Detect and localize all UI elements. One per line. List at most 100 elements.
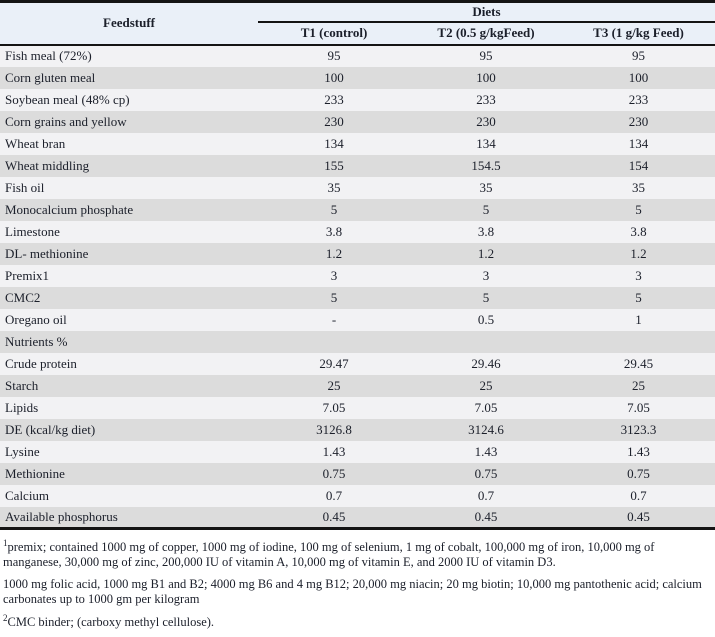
t1-value-cell: 3.8 (325, 223, 343, 239)
t2-value-cell: 1.2 (477, 245, 495, 261)
t3-value-cell: 29.45 (623, 355, 654, 371)
table-row: Monocalcium phosphate 5 5 5 (0, 198, 715, 221)
t1-value-cell: - (331, 311, 337, 327)
t3-value-cell (562, 331, 715, 353)
table-row: Methionine 0.75 0.75 0.75 (0, 462, 715, 485)
table-row: DE (kcal/kg diet) 3126.8 3124.6 3123.3 (0, 418, 715, 441)
diets-group-header: Diets (258, 1, 715, 23)
t2-value-cell: 5 (482, 201, 490, 217)
t2-value-cell: 154.5 (471, 157, 501, 173)
t3-value-cell: 0.7 (630, 487, 647, 503)
feedstuff-cell: Fish oil (5, 179, 45, 195)
table-row: Oregano oil - 0.5 1 (0, 308, 715, 331)
feedstuff-cell: Available phosphorus (5, 508, 118, 524)
t1-value-cell: 100 (324, 69, 344, 85)
t1-value-cell: 0.7 (325, 487, 343, 503)
diet-column-header-t3: T3 (1 g/kg Feed) (562, 21, 715, 46)
feedstuff-cell: Monocalcium phosphate (5, 201, 134, 217)
table-row: Starch 25 25 25 (0, 374, 715, 397)
table-body: Fish meal (72%) 95 95 95 Corn gluten mea… (0, 44, 715, 529)
table-row: Wheat bran 134 134 134 (0, 132, 715, 155)
table-row: Available phosphorus 0.45 0.45 0.45 (0, 506, 715, 529)
feedstuff-cell: Lysine (5, 443, 40, 459)
table-row: DL- methionine 1.2 1.2 1.2 (0, 242, 715, 265)
table-row: CMC2 5 5 5 (0, 286, 715, 309)
feedstuff-cell: Wheat middling (5, 157, 90, 173)
t1-value-cell: 5 (330, 201, 338, 217)
footnote-superscript: 1 (3, 537, 8, 548)
t1-value-cell: 95 (327, 48, 341, 63)
table-row: Crude protein 29.47 29.46 29.45 (0, 352, 715, 375)
table-row: Corn grains and yellow 230 230 230 (0, 110, 715, 133)
t2-value-cell: 3.8 (477, 223, 495, 239)
t3-value-cell: 1.43 (627, 443, 650, 459)
feedstuff-cell: CMC2 (5, 289, 41, 305)
footnotes: 1premix; contained 1000 mg of copper, 10… (0, 530, 715, 629)
t2-value-cell: 0.5 (477, 311, 495, 327)
feedstuff-cell: Soybean meal (48% cp) (5, 91, 130, 107)
t2-value-cell: 29.46 (471, 355, 501, 371)
footnote-text: 1000 mg folic acid, 1000 mg B1 and B2; 4… (3, 577, 702, 606)
t3-value-cell: 5 (635, 201, 642, 217)
t1-value-cell: 0.75 (322, 465, 346, 481)
t1-value-cell: 230 (324, 113, 344, 129)
diet-composition-table: Feedstuff Diets T1 (control) T2 (0.5 g/k… (0, 0, 715, 530)
footnote-text: CMC binder; (carboxy methyl cellulose). (7, 614, 215, 629)
feedstuff-cell: Calcium (5, 487, 50, 503)
t1-value-cell: 3 (330, 267, 338, 283)
t1-value-cell: 155 (324, 157, 344, 173)
table-row: Lysine 1.43 1.43 1.43 (0, 440, 715, 463)
feedstuff-cell: Crude protein (5, 355, 77, 371)
t2-value-cell: 0.7 (477, 487, 495, 503)
feedstuff-column-header: Feedstuff (0, 1, 258, 46)
feedstuff-cell: Oregano oil (5, 311, 67, 327)
t2-value-cell: 25 (479, 377, 493, 393)
feedstuff-cell: DE (kcal/kg diet) (5, 421, 96, 437)
t1-value-cell: 1.2 (325, 245, 343, 261)
feedstuff-cell: DL- methionine (5, 245, 89, 261)
t3-value-cell: 7.05 (627, 399, 650, 415)
t3-value-cell: 100 (628, 69, 649, 85)
t2-value-cell: 3 (482, 267, 490, 283)
t2-value-cell: 95 (479, 48, 493, 63)
t1-value-cell: 35 (327, 179, 341, 195)
t2-value-cell: 0.75 (474, 465, 498, 481)
t3-value-cell: 5 (635, 289, 642, 305)
t3-value-cell: 134 (628, 135, 649, 151)
t2-value-cell: 7.05 (474, 399, 498, 415)
table-row: Fish meal (72%) 95 95 95 (0, 44, 715, 67)
table-row: Fish oil 35 35 35 (0, 176, 715, 199)
table-row: Lipids 7.05 7.05 7.05 (0, 396, 715, 419)
t2-value-cell: 35 (479, 179, 493, 195)
t1-value-cell: 0.45 (322, 508, 346, 524)
t1-value-cell: 1.43 (322, 443, 346, 459)
t1-value-cell: 3126.8 (316, 421, 352, 437)
t3-value-cell: 154 (628, 157, 649, 173)
footnote-superscript: 2 (3, 612, 8, 623)
feedstuff-cell: Wheat bran (5, 135, 66, 151)
t3-value-cell: 230 (628, 113, 649, 129)
t1-value-cell: 5 (330, 289, 338, 305)
t2-value-cell: 100 (476, 69, 496, 85)
t2-value-cell: 134 (476, 135, 496, 151)
table-header: Feedstuff Diets T1 (control) T2 (0.5 g/k… (0, 1, 715, 46)
table-row: Corn gluten meal 100 100 100 (0, 66, 715, 89)
footnote-premix: 1premix; contained 1000 mg of copper, 10… (3, 537, 712, 569)
t3-value-cell: 3123.3 (620, 421, 657, 437)
t3-value-cell: 35 (632, 179, 645, 195)
table-row: Calcium 0.7 0.7 0.7 (0, 484, 715, 507)
t1-value-cell: 134 (324, 135, 344, 151)
t1-value-cell: 25 (327, 377, 341, 393)
feedstuff-cell: Nutrients % (5, 333, 68, 349)
feedstuff-cell: Premix1 (5, 267, 50, 283)
feedstuff-cell: Lipids (5, 399, 39, 415)
footnote-text: premix; contained 1000 mg of copper, 100… (3, 540, 655, 569)
feedstuff-cell: Starch (5, 377, 39, 393)
t1-value-cell (258, 331, 410, 353)
feedstuff-cell: Methionine (5, 465, 65, 481)
t1-value-cell: 7.05 (322, 399, 346, 415)
t1-value-cell: 233 (324, 91, 344, 107)
t2-value-cell: 1.43 (474, 443, 498, 459)
footnote-vitamins: 1000 mg folic acid, 1000 mg B1 and B2; 4… (3, 577, 712, 606)
